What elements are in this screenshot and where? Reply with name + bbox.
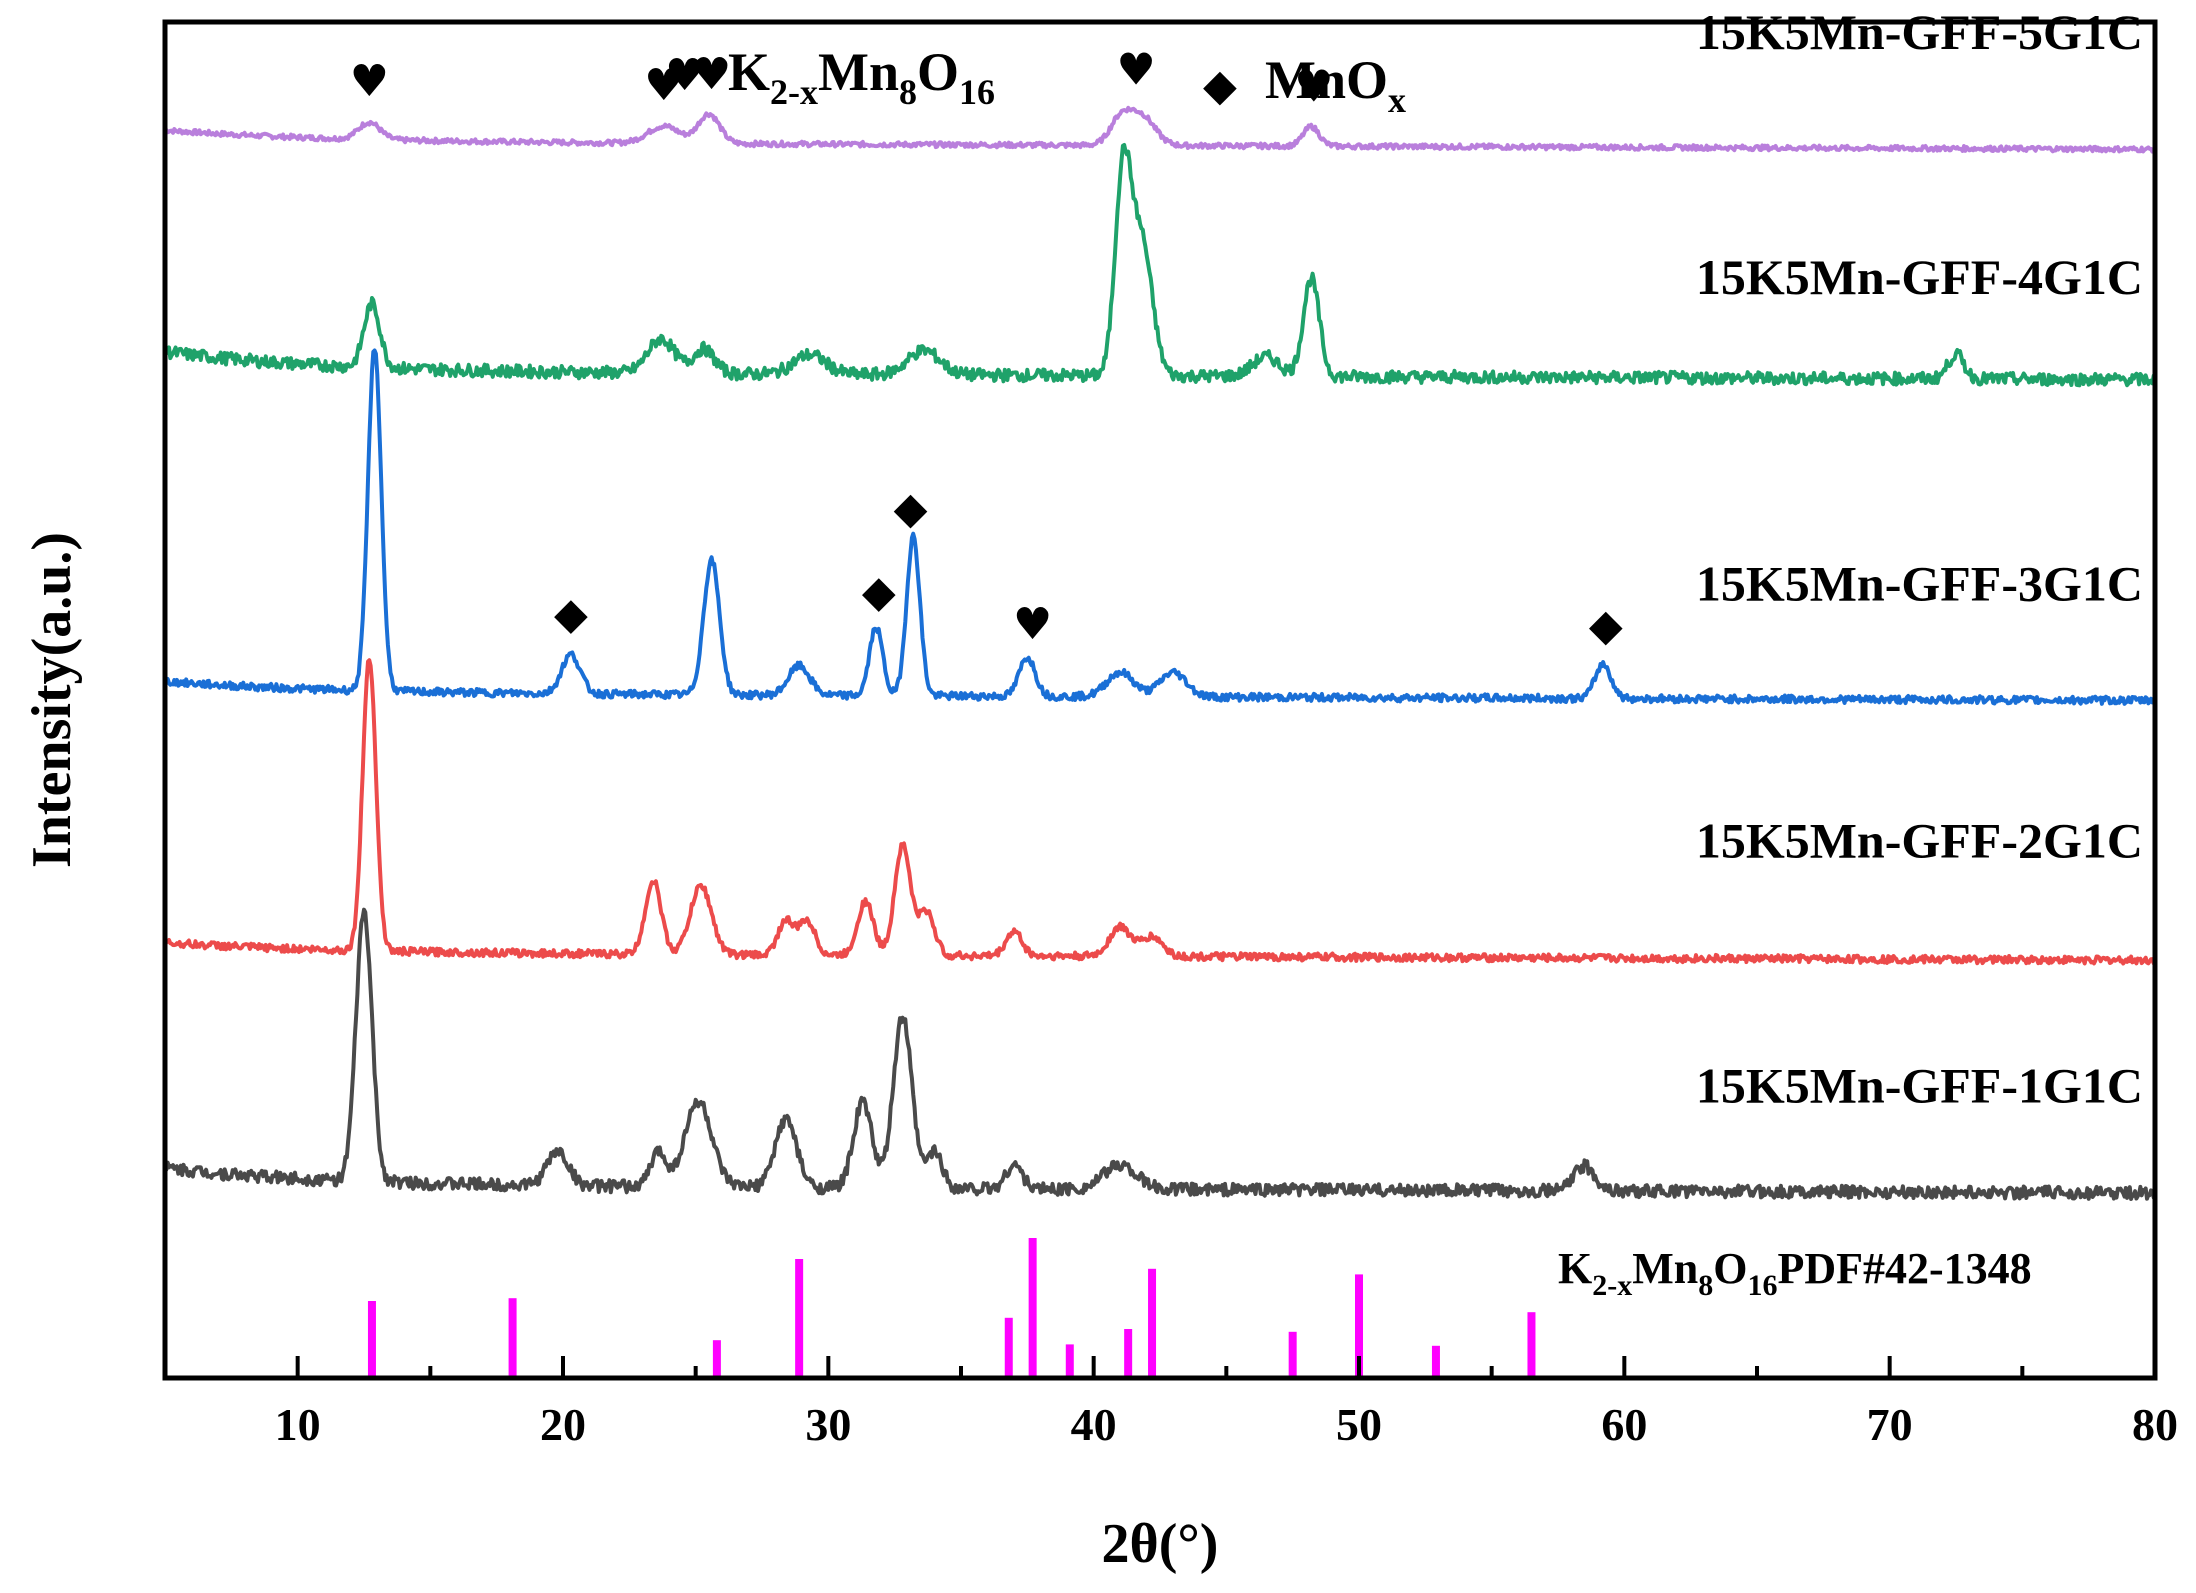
legend-heart-icon: ♥	[665, 50, 704, 101]
reference-stick	[1004, 1317, 1013, 1378]
reference-stick	[795, 1259, 804, 1378]
series-line-15k5mn-gff-2g1c	[163, 658, 2156, 966]
k-mn-o-peak-marker: ♥	[692, 49, 731, 100]
reference-stick	[508, 1298, 517, 1378]
reference-stick-layer	[367, 1238, 1536, 1378]
reference-stick	[1527, 1312, 1536, 1378]
series-label: 15K5Mn-GFF-2G1C	[1696, 813, 2143, 869]
x-tick-label: 70	[1867, 1399, 1913, 1450]
legend-item-mnox: MnOx	[1265, 50, 1406, 120]
series-label: 15K5Mn-GFF-4G1C	[1696, 249, 2143, 305]
k-mn-o-peak-marker: ♥	[644, 60, 683, 111]
series-labels: 15K5Mn-GFF-5G1C 15K5Mn-GFF-4G1C 15K5Mn-GFF…	[1696, 4, 2143, 1114]
series-label: 15K5Mn-GFF-5G1C	[1696, 4, 2143, 60]
reference-stick	[1124, 1329, 1133, 1378]
series-line-15k5mn-gff-3g1c	[163, 348, 2157, 706]
plot-frame	[162, 19, 2158, 1381]
reference-stick	[712, 1340, 721, 1378]
mnox-peak-marker: ◆	[894, 483, 928, 534]
x-tick-label: 30	[805, 1399, 851, 1450]
series-line-15k5mn-gff-5g1c	[164, 105, 2157, 154]
mnox-peak-marker: ◆	[862, 566, 896, 617]
x-tick-label: 10	[275, 1399, 321, 1450]
reference-stick	[1065, 1344, 1074, 1378]
x-tick-label: 80	[2132, 1399, 2178, 1450]
series-label: 15K5Mn-GFF-1G1C	[1696, 1058, 2143, 1114]
y-axis-title: Intensity(a.u.)	[21, 532, 83, 868]
x-tick-label: 20	[540, 1399, 586, 1450]
reference-stick	[1288, 1331, 1297, 1378]
series-line-15k5mn-gff-1g1c	[163, 907, 2157, 1201]
k-mn-o-peak-marker: ♥	[350, 56, 389, 107]
reference-pattern-label: K2-xMn8O16PDF#42-1348	[1558, 1244, 2032, 1302]
reference-stick	[367, 1301, 376, 1378]
legend-item-k-mn-o: K2-xMn8O16	[728, 42, 995, 112]
series-line-15k5mn-gff-4g1c	[163, 143, 2157, 388]
k-mn-o-peak-marker: ♥	[1294, 62, 1333, 113]
mnox-peak-marker: ◆	[554, 589, 588, 640]
x-tick-label: 60	[1601, 1399, 1647, 1450]
mnox-peak-marker: ◆	[1589, 600, 1623, 651]
x-tick-label: 40	[1071, 1399, 1117, 1450]
reference-stick	[1355, 1274, 1363, 1378]
trace-layer	[163, 105, 2157, 1201]
k-mn-o-peak-marker: ♥	[1013, 599, 1052, 650]
x-axis-title: 2θ(°)	[1102, 1513, 1219, 1575]
reference-stick	[1148, 1268, 1157, 1378]
x-axis-ticks: 10 20 30 40 50 60 70 80	[163, 1356, 2178, 1450]
reference-stick	[1028, 1238, 1037, 1378]
k-mn-o-peak-marker: ♥	[1116, 44, 1155, 95]
legend-diamond-icon: ◆	[1203, 60, 1237, 111]
peak-markers: ♥ ♥ ♥ ♥ ♥◆ ◆◆♥ ◆	[350, 44, 1623, 651]
reference-stick	[1431, 1345, 1440, 1378]
x-tick-label: 50	[1336, 1399, 1382, 1450]
series-label: 15K5Mn-GFF-3G1C	[1696, 555, 2143, 611]
legend: ♥ K2-xMn8O16 ◆ MnOx	[665, 42, 1406, 120]
